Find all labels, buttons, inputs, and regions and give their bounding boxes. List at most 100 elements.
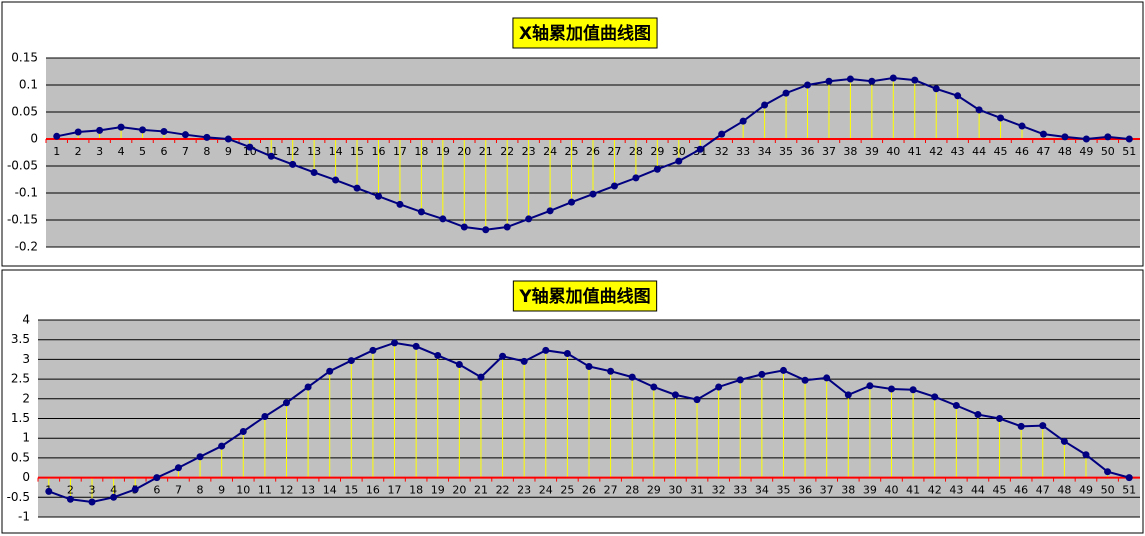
x-tick-label: 45 xyxy=(993,484,1007,497)
x-tick-label: 12 xyxy=(279,484,293,497)
data-point xyxy=(1017,422,1025,430)
x-tick-label: 13 xyxy=(307,145,321,158)
x-tick-label: 38 xyxy=(841,484,855,497)
data-point xyxy=(74,128,82,136)
data-point xyxy=(866,382,874,390)
data-point xyxy=(653,165,661,173)
data-point xyxy=(304,383,312,391)
data-point xyxy=(139,126,147,134)
x-tick-label: 36 xyxy=(798,484,812,497)
x-tick-label: 9 xyxy=(218,484,225,497)
data-point xyxy=(909,386,917,394)
x-tick-label: 34 xyxy=(755,484,769,497)
data-point xyxy=(160,127,168,135)
x-tick-label: 18 xyxy=(414,145,428,158)
data-point xyxy=(110,493,118,501)
data-point xyxy=(888,385,896,393)
x-tick-label: 45 xyxy=(994,145,1008,158)
data-point xyxy=(675,157,683,165)
data-point xyxy=(417,208,425,216)
y-tick-label: 0 xyxy=(22,470,30,484)
x-tick-label: 29 xyxy=(650,145,664,158)
data-point xyxy=(715,383,723,391)
x-tick-label: 39 xyxy=(865,145,879,158)
x-tick-label: 22 xyxy=(496,484,510,497)
data-point xyxy=(434,351,442,359)
data-point xyxy=(477,373,485,381)
y-tick-label: 2.5 xyxy=(11,372,30,386)
x-tick-label: 47 xyxy=(1036,145,1050,158)
x-tick-label: 8 xyxy=(203,145,210,158)
data-point xyxy=(650,383,658,391)
data-point xyxy=(455,361,463,369)
data-point xyxy=(632,174,640,182)
chart-title: Y轴累加值曲线图 xyxy=(518,286,650,307)
y-tick-label: 2 xyxy=(22,391,30,405)
x-tick-label: 44 xyxy=(971,484,985,497)
x-tick-label: 31 xyxy=(690,484,704,497)
x-tick-label: 41 xyxy=(908,145,922,158)
data-point xyxy=(326,367,334,375)
data-point xyxy=(804,81,812,89)
y-tick-label: 3.5 xyxy=(11,332,30,346)
x-tick-label: 41 xyxy=(906,484,920,497)
data-point xyxy=(563,349,571,357)
x-tick-label: 35 xyxy=(776,484,790,497)
data-point xyxy=(846,75,854,83)
data-point xyxy=(954,92,962,100)
data-point xyxy=(153,474,161,482)
data-point xyxy=(671,391,679,399)
data-point xyxy=(282,399,290,407)
x-tick-label: 29 xyxy=(647,484,661,497)
y-tick-label: 0.5 xyxy=(11,450,30,464)
x-tick-label: 22 xyxy=(500,145,514,158)
title-box xyxy=(512,17,658,49)
data-point xyxy=(997,114,1005,122)
data-point xyxy=(412,342,420,350)
data-point xyxy=(889,74,897,82)
data-point xyxy=(996,415,1004,422)
data-point xyxy=(782,89,790,97)
x-tick-label: 40 xyxy=(885,484,899,497)
x-tick-label: 50 xyxy=(1101,145,1115,158)
data-point xyxy=(844,391,852,399)
data-point xyxy=(310,168,318,176)
x-tick-label: 27 xyxy=(607,145,621,158)
x-tick-label: 24 xyxy=(543,145,557,158)
data-point xyxy=(267,152,275,160)
data-point xyxy=(1125,135,1133,143)
data-point xyxy=(396,200,404,208)
x-tick-label: 32 xyxy=(712,484,726,497)
x-tick-label: 43 xyxy=(949,484,963,497)
y-tick-label: 4 xyxy=(22,313,30,327)
y-tick-label: 1 xyxy=(22,431,30,445)
data-point xyxy=(1060,437,1068,445)
data-point xyxy=(823,374,831,382)
chart-title: X轴累加值曲线图 xyxy=(519,23,651,44)
data-point xyxy=(374,192,382,200)
x-tick-label: 6 xyxy=(153,484,160,497)
data-point xyxy=(45,487,53,495)
y-tick-label: 0.1 xyxy=(19,78,38,92)
data-point xyxy=(261,413,269,421)
x-tick-label: 11 xyxy=(258,484,272,497)
data-point xyxy=(1104,468,1112,476)
x-tick-label: 20 xyxy=(452,484,466,497)
x-tick-label: 49 xyxy=(1079,484,1093,497)
data-point xyxy=(607,367,615,375)
data-point xyxy=(758,370,766,378)
data-point xyxy=(911,76,919,84)
x-tick-label: 4 xyxy=(118,145,125,158)
data-point xyxy=(117,123,125,131)
x-tick-label: 15 xyxy=(344,484,358,497)
x-tick-label: 23 xyxy=(517,484,531,497)
x-tick-label: 19 xyxy=(431,484,445,497)
x-tick-label: 14 xyxy=(329,145,343,158)
x-tick-label: 6 xyxy=(160,145,167,158)
x-tick-label: 28 xyxy=(629,145,643,158)
x-tick-label: 14 xyxy=(323,484,337,497)
data-point xyxy=(546,207,554,215)
x-tick-label: 49 xyxy=(1079,145,1093,158)
x-tick-label: 17 xyxy=(388,484,402,497)
x-tick-label: 28 xyxy=(625,484,639,497)
